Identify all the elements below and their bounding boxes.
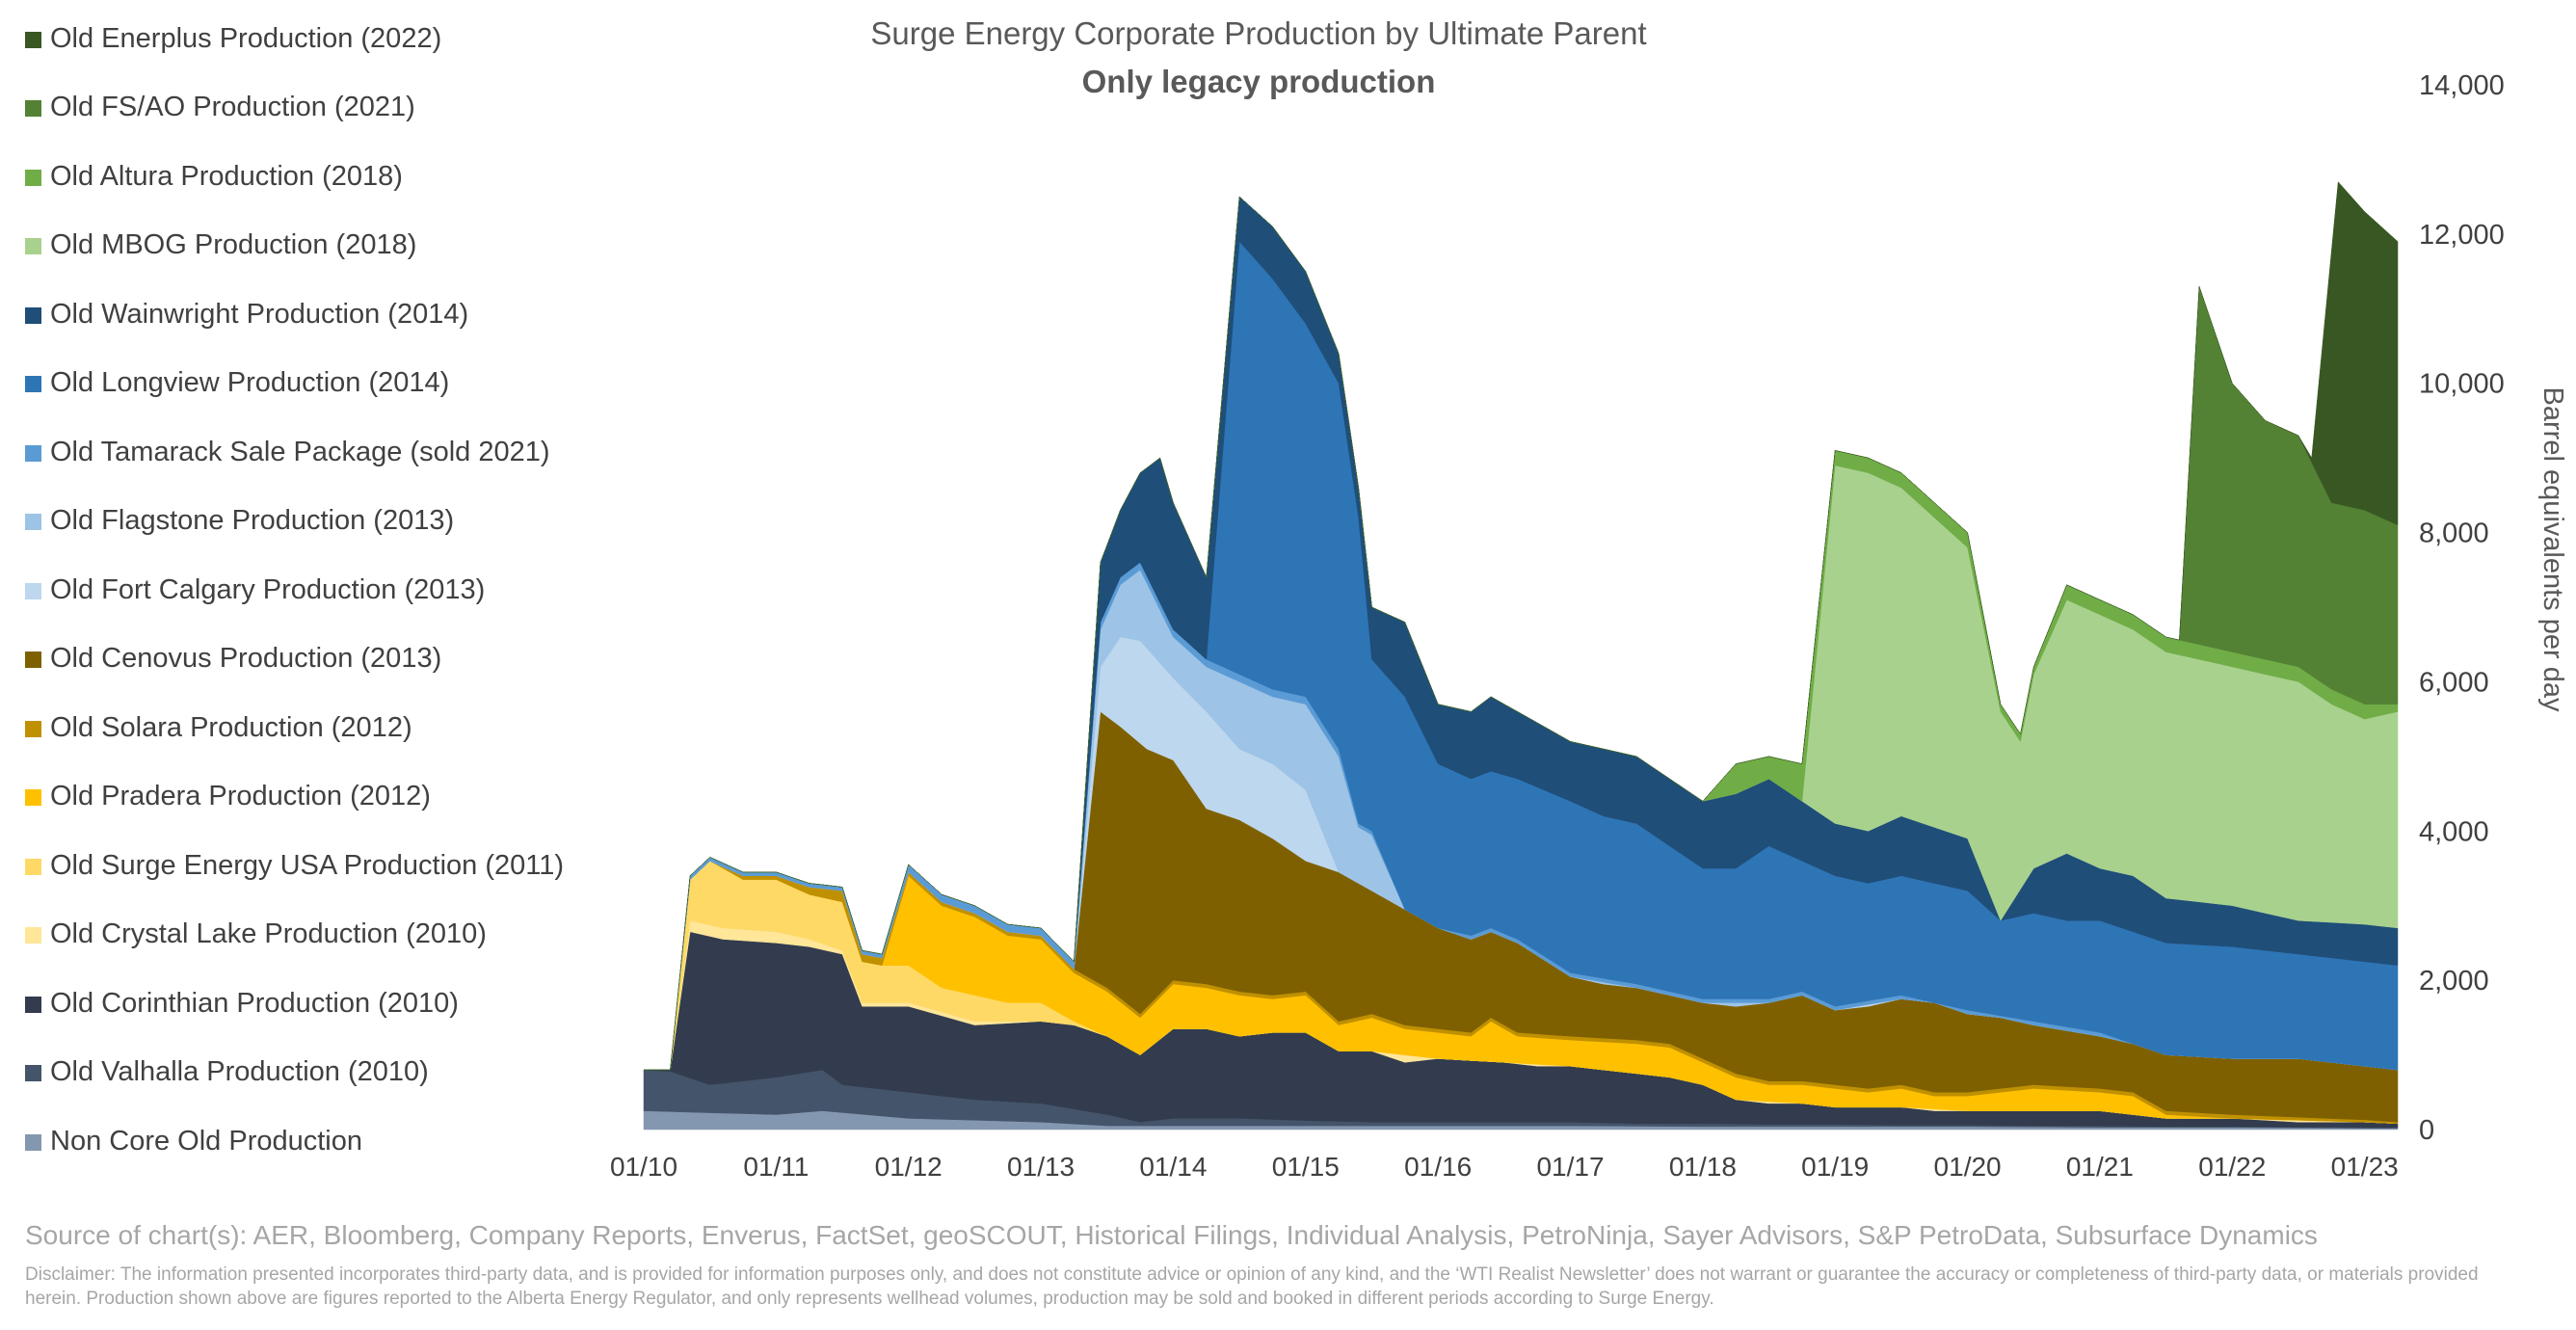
source-note: Source of chart(s): AER, Bloomberg, Comp… [25, 1220, 2318, 1250]
disclaimer: Disclaimer: The information presented in… [25, 1264, 2479, 1309]
chart-title: Surge Energy Corporate Production by Ult… [870, 15, 1647, 51]
y-tick-label: 4,000 [2419, 816, 2489, 847]
legend-swatch [25, 859, 41, 875]
legend-label: Old Crystal Lake Production (2010) [50, 918, 487, 949]
legend-swatch [25, 789, 41, 806]
legend-swatch [25, 721, 41, 737]
legend-label: Old Fort Calgary Production (2013) [50, 574, 486, 605]
x-tick-label: 01/20 [1934, 1152, 2002, 1182]
y-tick-label: 6,000 [2419, 667, 2489, 698]
x-tick-label: 01/12 [875, 1152, 943, 1182]
x-tick-label: 01/18 [1669, 1152, 1737, 1182]
y-axis-label: Barrel equivalents per day [2537, 387, 2568, 712]
legend-swatch [25, 307, 41, 324]
x-tick-label: 01/21 [2066, 1152, 2134, 1182]
legend-swatch [25, 238, 41, 254]
legend-label: Old Longview Production (2014) [50, 367, 450, 398]
legend-swatch [25, 583, 41, 599]
legend-swatch [25, 445, 41, 462]
legend-label: Old Valhalla Production (2010) [50, 1056, 429, 1087]
legend-swatch [25, 32, 41, 48]
legend-swatch [25, 514, 41, 530]
y-tick-label: 10,000 [2419, 369, 2505, 400]
legend-swatch [25, 1065, 41, 1081]
y-tick-label: 12,000 [2419, 220, 2505, 251]
x-tick-label: 01/23 [2331, 1152, 2399, 1182]
legend-label: Old Flagstone Production (2013) [50, 505, 455, 536]
x-tick-label: 01/15 [1272, 1152, 1340, 1182]
x-tick-label: 01/13 [1007, 1152, 1075, 1182]
chart-subtitle: Only legacy production [1081, 64, 1436, 99]
legend-label: Old Solara Production (2012) [50, 712, 412, 743]
legend-label: Old FS/AO Production (2021) [50, 92, 415, 122]
x-axis-ticks: 01/10 01/11 01/12 01/13 01/14 01/15 01/16 01/17… [610, 1152, 2399, 1182]
legend-label: Old MBOG Production (2018) [50, 229, 417, 260]
stacked-areas [643, 181, 2399, 1130]
legend-swatch [25, 1134, 41, 1151]
legend-label: Old Pradera Production (2012) [50, 781, 431, 811]
legend-label: Old Surge Energy USA Production (2011) [50, 850, 565, 881]
legend-label: Non Core Old Production [50, 1126, 362, 1157]
y-axis-ticks: 0 2,000 4,000 6,000 8,000 10,000 12,000 14,000 [2419, 70, 2505, 1146]
legend-label: Old Wainwright Production (2014) [50, 299, 469, 330]
x-tick-label: 01/19 [1801, 1152, 1869, 1182]
y-tick-label: 8,000 [2419, 519, 2489, 549]
y-tick-label: 14,000 [2419, 70, 2505, 101]
legend-label: Old Cenovus Production (2013) [50, 643, 442, 674]
legend-swatch [25, 927, 41, 944]
x-tick-label: 01/17 [1536, 1152, 1604, 1182]
y-tick-label: 0 [2419, 1115, 2434, 1146]
legend-label: Old Corinthian Production (2010) [50, 988, 459, 1019]
x-tick-label: 01/11 [743, 1152, 809, 1182]
legend-label: Old Enerplus Production (2022) [50, 23, 442, 54]
x-tick-label: 01/10 [610, 1152, 677, 1182]
legend-swatch [25, 100, 41, 117]
y-tick-label: 2,000 [2419, 966, 2489, 997]
area-enerplus [644, 181, 2399, 1071]
x-tick-label: 01/14 [1139, 1152, 1207, 1182]
legend-swatch [25, 997, 41, 1013]
x-tick-label: 01/22 [2198, 1152, 2266, 1182]
x-tick-label: 01/16 [1404, 1152, 1472, 1182]
legend-swatch [25, 652, 41, 668]
legend-label: Old Tamarack Sale Package (sold 2021) [50, 437, 550, 467]
legend-swatch [25, 376, 41, 392]
legend-label: Old Altura Production (2018) [50, 161, 403, 192]
legend-swatch [25, 170, 41, 186]
